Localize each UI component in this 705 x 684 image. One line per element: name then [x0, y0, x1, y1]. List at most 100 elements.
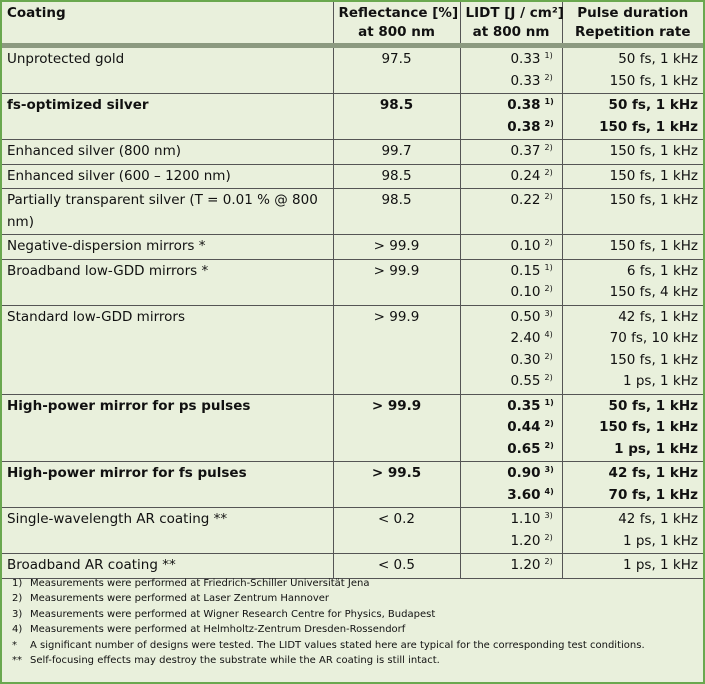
pulse-text: 42 fs, 1 kHz [618, 308, 698, 325]
pulse-text: 1 ps, 1 kHz [614, 440, 698, 457]
lidt-cell: 1.20 2) [459, 553, 563, 579]
table-row: High-power mirror for fs pulses > 99.5 0.9… [2, 461, 703, 508]
lidt-line: 0.38 1) [507, 97, 554, 113]
footnote-mark: * [12, 639, 17, 651]
footnote-text: A significant number of designs were tes… [30, 639, 645, 651]
footnote: 1) Measurements were performed at Friedri… [12, 576, 645, 591]
pulse-text: 50 fs, 1 kHz [608, 97, 698, 113]
lidt-line: 0.35 1) [507, 397, 554, 414]
lidt-line: 1.10 3) [510, 511, 553, 527]
lidt-cell: 1.10 3) 1.20 2) [459, 507, 563, 554]
footnote-mark: 2) [12, 593, 23, 605]
reflectance-cell: < 0.5 [332, 553, 461, 579]
coating-cell: Unprotected gold [2, 45, 334, 94]
header-text: Coating [7, 5, 66, 21]
lidt-line: 2.40 4) [510, 330, 553, 346]
lidt-line: 1.20 2) [510, 532, 553, 549]
lidt-cell: 0.35 1) 0.44 2) 0.65 2) [459, 393, 563, 462]
header-cell: LIDT [J / cm²] at 800 nm [459, 2, 564, 46]
pulse-cell: 42 fs, 1 kHz 70 fs, 1 kHz [561, 461, 703, 508]
reflectance-cell: > 99.9 [332, 393, 461, 462]
table-row: Standard low-GDD mirrors > 99.9 0.50 3) 2.40… [2, 304, 703, 395]
coating-cell: fs-optimized silver [2, 93, 334, 140]
lidt-value: 3.60 [507, 486, 541, 503]
lidt-cell: 0.24 2) [459, 163, 563, 189]
lidt-line: 0.24 2) [510, 167, 553, 184]
lidt-cell: 0.10 2) [459, 234, 563, 260]
coating-table: Coating Reflectance [%] at 800 nm LIDT [J /… [2, 2, 703, 579]
lidt-value: 0.30 [510, 351, 541, 368]
table-row: Broadband low-GDD mirrors * > 99.9 0.15 1) 0… [2, 258, 703, 306]
lidt-value: 1.20 [510, 557, 541, 573]
footnote: ** Self-focusing effects may destroy the … [12, 653, 645, 668]
lidt-value: 0.38 [507, 118, 541, 135]
lidt-value: 0.22 [510, 192, 541, 208]
reflectance-cell: > 99.9 [332, 234, 461, 260]
lidt-cell: 0.33 1) 0.33 2) [459, 45, 563, 94]
lidt-line: 0.50 3) [510, 308, 553, 325]
pulse-text: 50 fs, 1 kHz [618, 51, 698, 67]
lidt-value: 0.35 [507, 397, 541, 414]
pulse-cell: 6 fs, 1 kHz 150 fs, 4 kHz [561, 258, 703, 306]
lidt-value: 0.24 [510, 167, 541, 184]
pulse-text: 150 fs, 4 kHz [609, 284, 698, 300]
lidt-line: 0.33 1) [510, 51, 553, 67]
footnote: 2) Measurements were performed at Laser Z… [12, 591, 645, 606]
footnote: 4) Measurements were performed at Helmhol… [12, 622, 645, 637]
pulse-cell: 1 ps, 1 kHz [561, 553, 703, 579]
lidt-value: 1.20 [510, 532, 541, 549]
reflectance-cell: 98.5 [332, 93, 461, 140]
pulse-text: 42 fs, 1 kHz [618, 511, 698, 527]
table-row: Negative-dispersion mirrors * > 99.9 0.10 2… [2, 234, 703, 260]
pulse-text: 1 ps, 1 kHz [622, 557, 698, 573]
coating-cell: High-power mirror for fs pulses [2, 461, 334, 508]
reflectance-cell: > 99.9 [332, 304, 461, 395]
lidt-value: 0.65 [507, 440, 541, 457]
lidt-line: 0.90 3) [507, 465, 554, 481]
reflectance-cell: < 0.2 [332, 507, 461, 554]
reflectance-cell: 98.5 [332, 163, 461, 189]
lidt-line: 0.30 2) [510, 351, 553, 368]
lidt-cell: 0.38 1) 0.38 2) [459, 93, 563, 140]
footnote-mark: 1) [12, 578, 23, 589]
reflectance-cell: 98.5 [332, 188, 461, 235]
lidt-value: 0.33 [510, 72, 541, 89]
lidt-line: 0.65 2) [507, 440, 554, 457]
table-row: Single-wavelength AR coating ** < 0.2 1.10… [2, 507, 703, 554]
lidt-line: 0.44 2) [507, 419, 554, 435]
pulse-text: 150 fs, 1 kHz [609, 351, 698, 368]
footnote-mark: ** [12, 655, 22, 667]
header-cell: Coating [2, 2, 334, 46]
lidt-cell: 0.15 1) 0.10 2) [459, 258, 563, 306]
lidt-line: 0.15 1) [510, 262, 553, 279]
pulse-cell: 50 fs, 1 kHz 150 fs, 1 kHz 1 ps, 1 kHz [561, 393, 703, 462]
header-text: Repetition rate [575, 24, 691, 40]
lidt-line: 0.22 2) [510, 192, 553, 208]
pulse-cell: 50 fs, 1 kHz 150 fs, 1 kHz [561, 45, 703, 94]
table-row: Broadband AR coating ** < 0.5 1.20 2) 1 ps, … [2, 553, 703, 579]
footnote-mark: 4) [12, 624, 23, 636]
lidt-line: 1.20 2) [510, 557, 553, 573]
coating-cell: Negative-dispersion mirrors * [2, 234, 334, 260]
reflectance-cell: 99.7 [332, 139, 461, 165]
pulse-cell: 42 fs, 1 kHz 70 fs, 10 kHz 150 fs, 1 kHz 1 … [561, 304, 703, 395]
lidt-value: 0.15 [510, 262, 541, 279]
pulse-text: 150 fs, 1 kHz [599, 419, 698, 435]
lidt-value: 0.37 [510, 143, 541, 159]
table-row: Unprotected gold 97.5 0.33 1) 0.33 2) 50 fs, 1… [2, 45, 703, 94]
lidt-value: 0.50 [510, 308, 541, 325]
table-row: Enhanced silver (600 – 1200 nm) 98.5 0.24 2… [2, 163, 703, 189]
pulse-text: 1 ps, 1 kHz [622, 373, 698, 389]
lidt-cell: 0.22 2) [459, 188, 563, 235]
footnotes: 1) Measurements were performed at Friedri… [12, 576, 645, 668]
header-text: at 800 nm [358, 24, 435, 40]
coating-cell: Broadband AR coating ** [2, 553, 334, 579]
lidt-line: 0.37 2) [510, 143, 553, 159]
pulse-cell: 50 fs, 1 kHz 150 fs, 1 kHz [561, 93, 703, 140]
pulse-cell: 150 fs, 1 kHz [561, 139, 703, 165]
footnote-mark: 3) [12, 608, 23, 620]
pulse-text: 150 fs, 1 kHz [609, 167, 698, 184]
lidt-value: 0.44 [507, 419, 541, 435]
lidt-line: 0.55 2) [510, 373, 553, 389]
reflectance-cell: 97.5 [332, 45, 461, 94]
